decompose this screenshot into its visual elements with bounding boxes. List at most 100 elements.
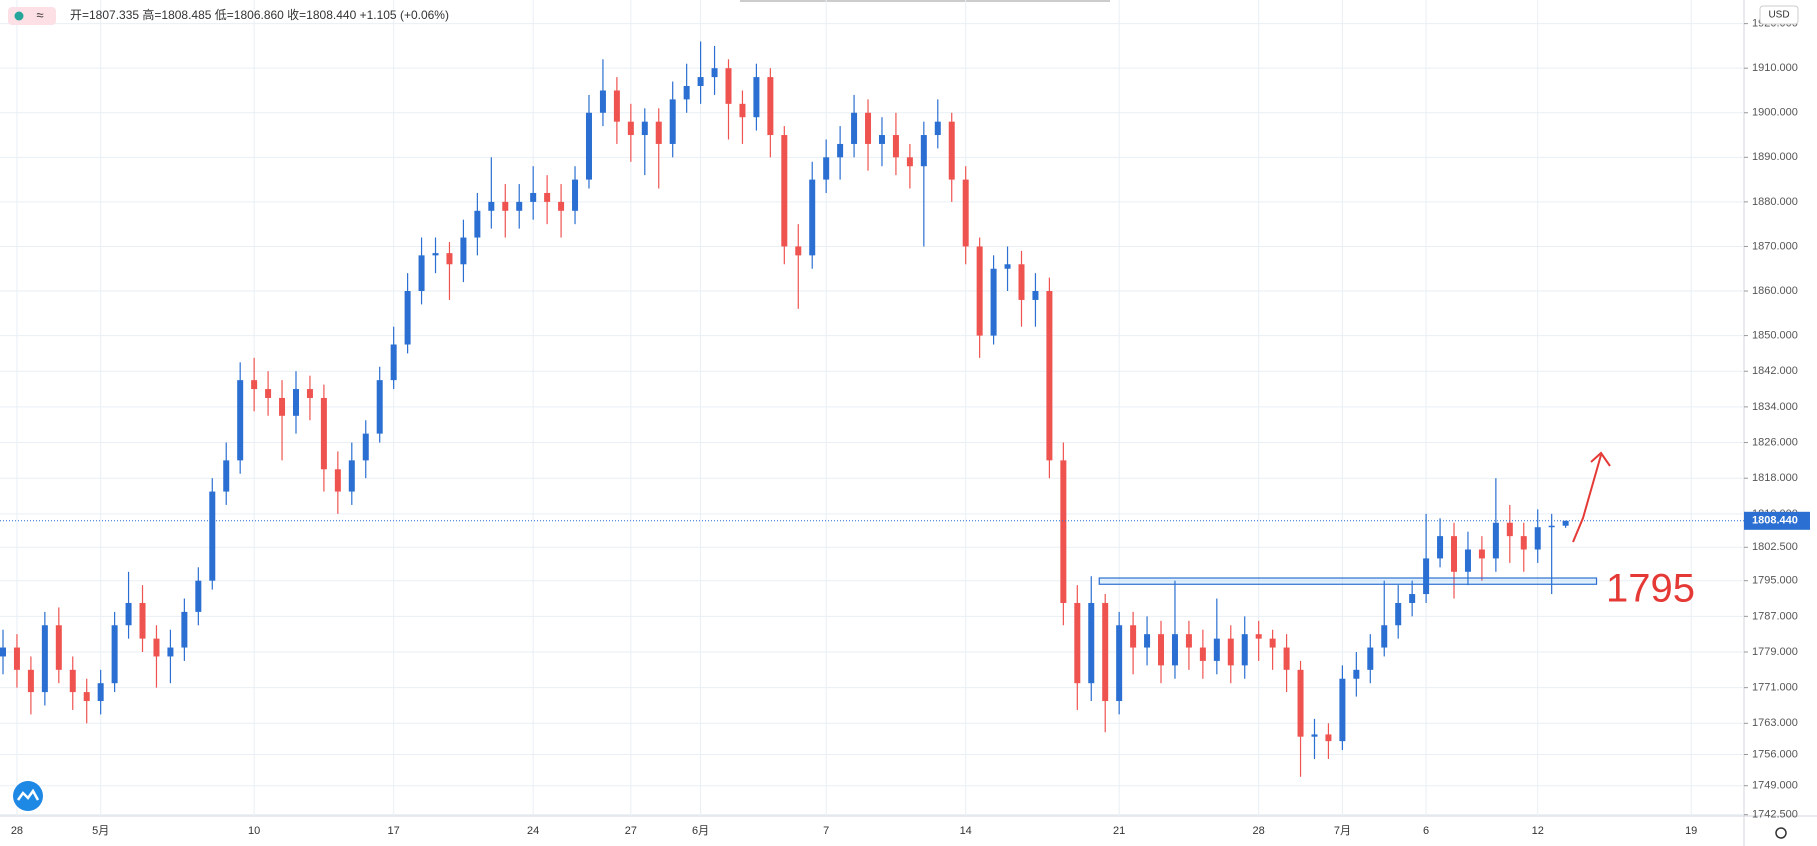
candle-body: [948, 121, 955, 180]
candle-body: [279, 397, 286, 416]
currency-label: USD: [1768, 10, 1789, 21]
candle-body: [1520, 536, 1527, 550]
toolbar-edge: [740, 0, 1110, 2]
candle-body: [585, 112, 592, 180]
candle-body: [1088, 602, 1095, 684]
candle-body: [1395, 602, 1402, 626]
arrow-line: [1572, 454, 1602, 543]
x-tick-label: 6: [1423, 825, 1429, 837]
x-tick-label: 17: [388, 825, 400, 837]
candle-body: [544, 192, 551, 202]
candle-body: [516, 201, 523, 211]
candle-body: [55, 625, 62, 670]
y-tick-label: 1826.000: [1752, 436, 1798, 448]
candle-body: [669, 99, 676, 144]
support-zone: [1098, 577, 1598, 585]
candle-body: [362, 433, 369, 461]
candle-body: [111, 625, 118, 684]
candle-body: [1241, 634, 1248, 666]
logo-icon: [16, 788, 40, 801]
overlay: 1795 1808.440: [0, 511, 1810, 611]
candle-body: [27, 669, 34, 693]
y-tick-label: 1910.000: [1752, 62, 1798, 74]
x-tick-label: 12: [1532, 825, 1544, 837]
candle-body: [697, 77, 704, 87]
candle-body: [1060, 460, 1067, 603]
candle-body: [404, 291, 411, 345]
y-tick-label: 1834.000: [1752, 401, 1798, 413]
x-tick-label: 7: [823, 825, 829, 837]
candle-body: [265, 389, 272, 398]
candle-body: [1213, 638, 1220, 661]
x-tick-label: 28: [1253, 825, 1265, 837]
candle-body: [41, 625, 48, 693]
candle-body: [1130, 625, 1137, 648]
y-tick-label: 1860.000: [1752, 285, 1798, 297]
x-tick-label: 24: [527, 825, 539, 837]
candle-body: [892, 135, 899, 158]
candle-body: [683, 86, 690, 100]
candle-body: [1353, 669, 1360, 679]
candle-body: [1492, 522, 1499, 559]
candle-body: [655, 121, 662, 144]
candle-body: [1144, 634, 1151, 648]
candle-body: [795, 246, 802, 256]
candle-body: [1269, 638, 1276, 648]
candle-body: [334, 469, 341, 492]
x-tick-label: 28: [11, 825, 23, 837]
candle-body: [13, 647, 20, 670]
y-tick-label: 1749.000: [1752, 780, 1798, 792]
candle-body: [753, 77, 760, 118]
settings-icon[interactable]: [1775, 827, 1787, 839]
candle-body: [390, 344, 397, 381]
candle-body: [1381, 625, 1388, 648]
candle-body: [1478, 549, 1485, 559]
candle-body: [627, 121, 634, 136]
candle-body: [97, 683, 104, 702]
candle-body: [878, 135, 885, 144]
candle-body: [125, 602, 132, 626]
candle-body: [1534, 527, 1541, 550]
candle-body: [1409, 594, 1416, 603]
candle-body: [1325, 734, 1332, 742]
x-tick-label: 7月: [1334, 825, 1351, 837]
symbol-badge[interactable]: [8, 7, 56, 25]
candle-body: [348, 460, 355, 492]
candle-body: [237, 380, 244, 461]
candle-body: [432, 253, 439, 256]
candle-body: [613, 90, 620, 122]
candle-body: [502, 201, 509, 211]
candle-body: [1437, 536, 1444, 559]
currency-button[interactable]: [1759, 5, 1799, 25]
candle-body: [725, 68, 732, 104]
candle-body: [1255, 634, 1262, 639]
y-tick-label: 1842.000: [1752, 365, 1798, 377]
y-tick-label: 1818.000: [1752, 472, 1798, 484]
candle-body: [223, 460, 230, 492]
candles: [0, 41, 1569, 777]
candle-body: [823, 157, 830, 180]
candle-body: [976, 246, 983, 336]
candle-body: [641, 121, 648, 136]
x-tick-label: 21: [1113, 825, 1125, 837]
candle-body: [1185, 634, 1192, 648]
candle-body: [1018, 264, 1025, 300]
y-tick-label: 1880.000: [1752, 196, 1798, 208]
candle-body: [153, 638, 160, 657]
y-tick-label: 1890.000: [1752, 151, 1798, 163]
candle-body: [934, 121, 941, 136]
candle-body: [837, 143, 844, 158]
status-dot: [14, 11, 24, 21]
candle-body: [139, 602, 146, 639]
ohlc-legend: 开=1807.335 高=1808.485 低=1806.860 收=1808.…: [70, 7, 449, 22]
y-tick-label: 1787.000: [1752, 610, 1798, 622]
candle-body: [809, 179, 816, 256]
candle-body: [474, 210, 481, 238]
candle-body: [1004, 264, 1011, 269]
x-tick-label: 5月: [92, 825, 109, 837]
last-price-label: 1808.440: [1752, 515, 1798, 527]
candle-body: [920, 135, 927, 167]
